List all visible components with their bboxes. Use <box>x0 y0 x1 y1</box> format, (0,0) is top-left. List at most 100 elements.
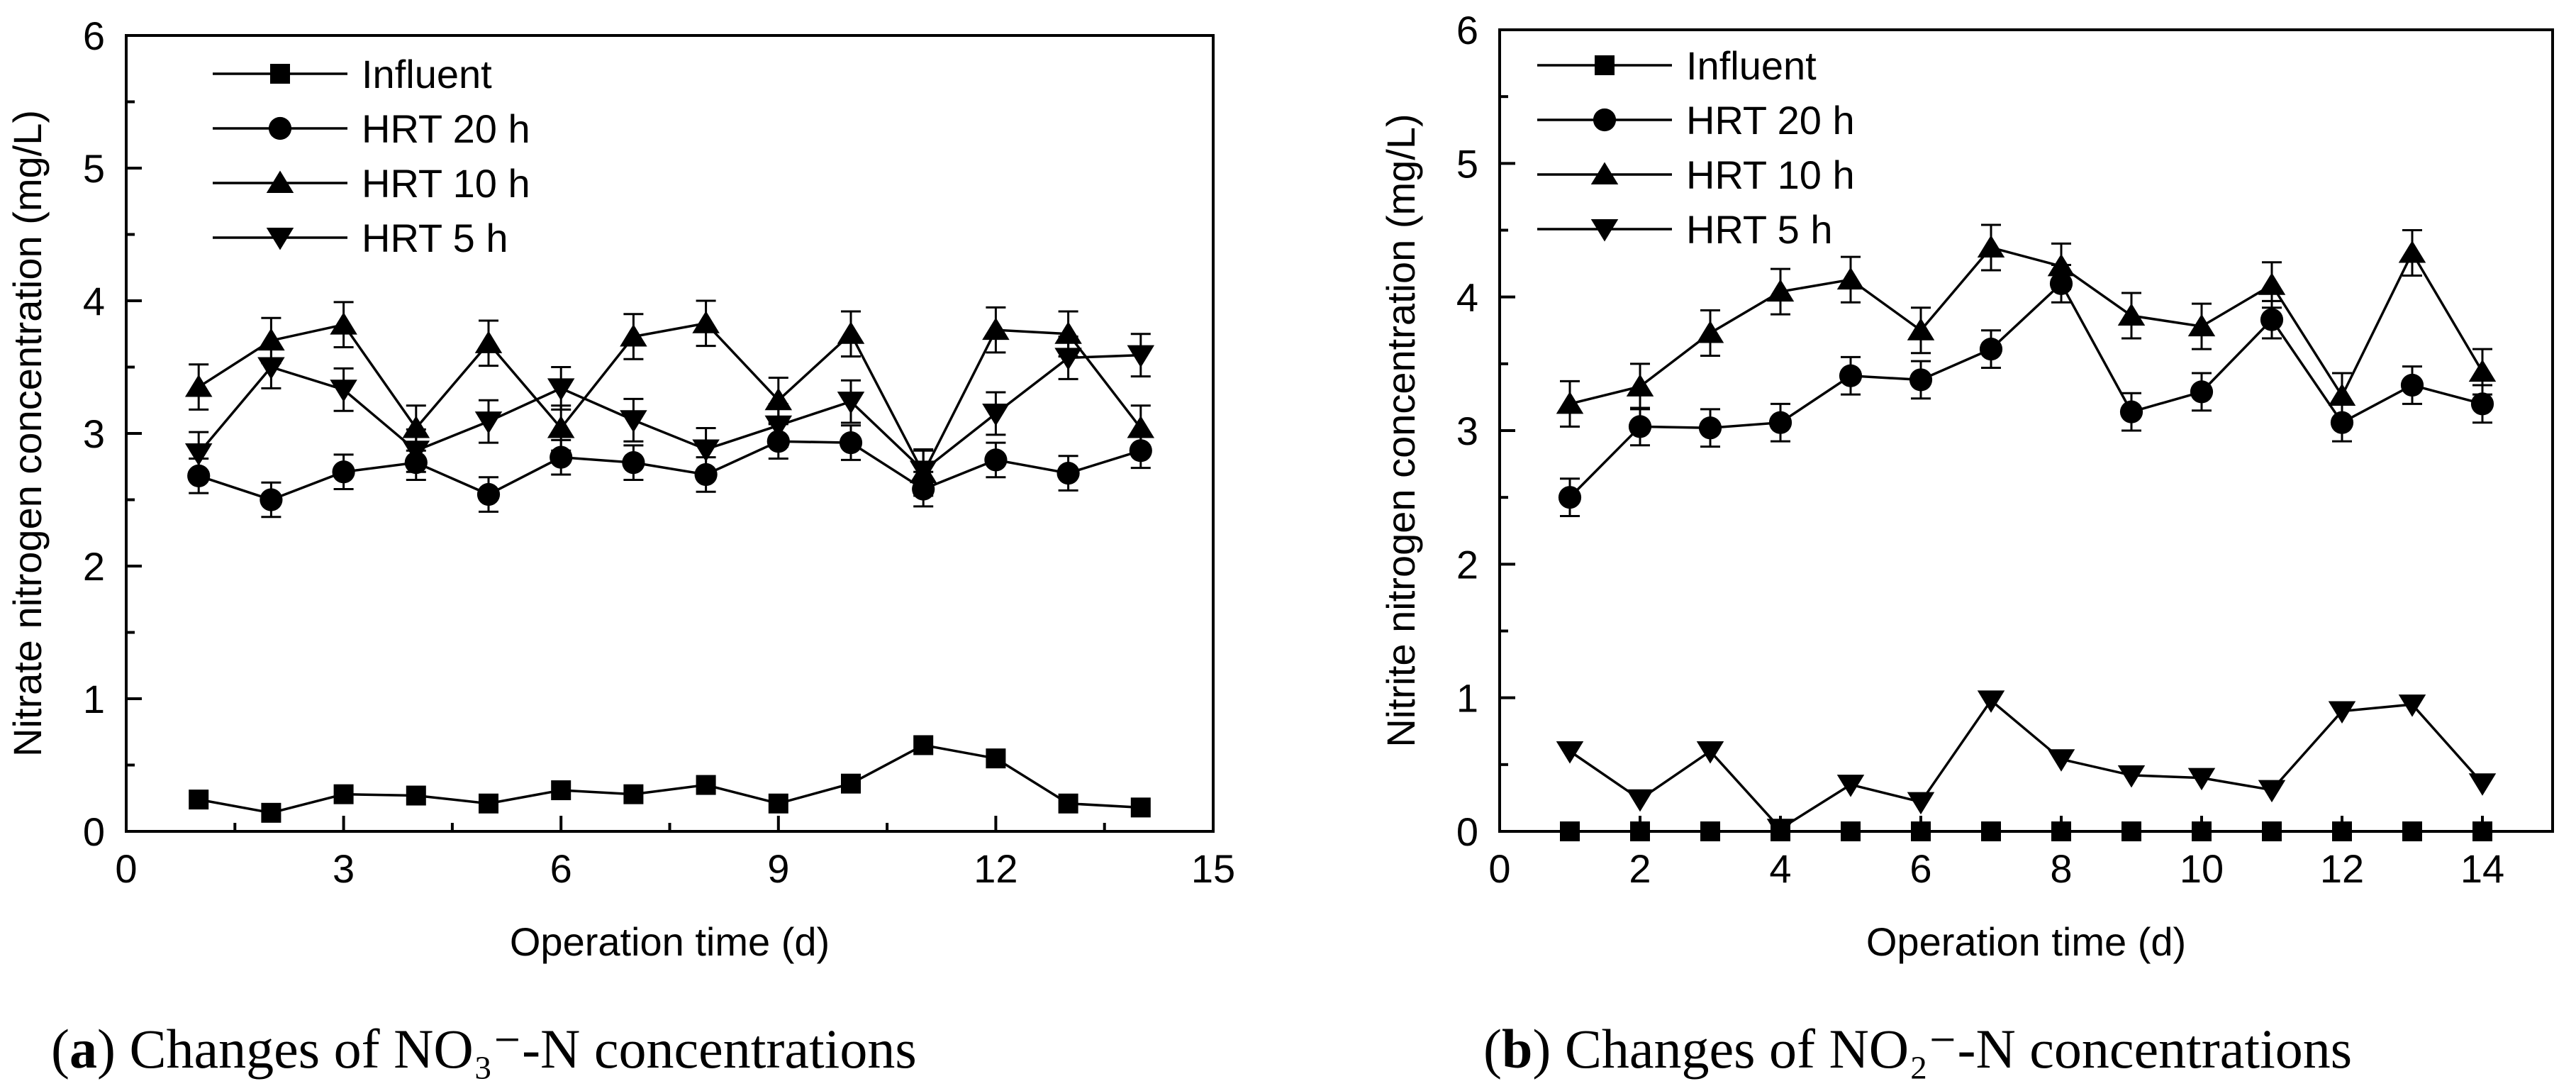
legend-label: HRT 10 h <box>362 161 530 206</box>
x-tick-label: 3 <box>333 846 355 891</box>
data-point <box>1054 321 1082 344</box>
data-point <box>984 448 1008 472</box>
legend-marker <box>1595 55 1615 75</box>
x-tick-label: 14 <box>2460 846 2504 891</box>
data-point <box>1127 416 1155 438</box>
data-point <box>2187 314 2216 337</box>
x-tick-label: 6 <box>550 846 572 891</box>
legend-label: HRT 5 h <box>362 216 508 260</box>
y-axis-label: Nitrate nitrogen concentration (mg/L) <box>5 110 50 757</box>
data-point <box>1979 338 2003 361</box>
data-point <box>2398 240 2426 263</box>
series-line <box>198 743 1141 814</box>
data-point <box>986 748 1006 769</box>
data-point <box>837 321 865 344</box>
data-point <box>2190 380 2214 404</box>
data-point <box>909 460 937 483</box>
data-point <box>2468 359 2497 382</box>
data-point <box>839 431 863 455</box>
x-tick-label: 12 <box>974 846 1017 891</box>
data-point <box>332 460 355 484</box>
y-tick-label: 3 <box>83 411 105 456</box>
legend-item: HRT 5 h <box>213 216 508 260</box>
data-point <box>2258 272 2286 295</box>
data-point <box>333 784 354 804</box>
data-point <box>547 378 575 401</box>
x-tick-label: 6 <box>1909 846 1931 891</box>
legend-marker <box>1590 162 1619 184</box>
x-tick-label: 8 <box>2050 846 2072 891</box>
data-point <box>474 411 503 434</box>
data-point <box>2398 694 2426 717</box>
legend-label: HRT 10 h <box>1686 153 1855 197</box>
data-point <box>1056 462 1080 485</box>
legend-label: Influent <box>362 52 492 96</box>
data-point <box>2262 821 2282 841</box>
data-point <box>1560 821 1580 841</box>
data-point <box>692 311 720 333</box>
x-tick-label: 12 <box>2320 846 2364 891</box>
y-tick-label: 1 <box>83 677 105 721</box>
data-point <box>2121 821 2141 841</box>
legend-marker <box>270 64 290 84</box>
y-tick-label: 0 <box>83 809 105 854</box>
series-hrt-5-h <box>184 333 1155 493</box>
data-point <box>623 784 644 804</box>
data-point <box>2051 821 2071 841</box>
legend-marker <box>1593 108 1617 132</box>
data-point <box>1907 318 1935 340</box>
data-point <box>696 775 716 795</box>
data-point <box>1981 821 2001 841</box>
data-point <box>2332 821 2352 841</box>
data-point <box>768 793 788 814</box>
series-line <box>198 440 1142 502</box>
caption-open-paren: ( <box>51 1018 69 1080</box>
data-point <box>547 416 575 438</box>
data-point <box>837 392 865 414</box>
data-point <box>694 463 718 487</box>
data-point <box>1058 793 1078 814</box>
data-point <box>1977 690 2005 713</box>
data-point <box>622 451 645 475</box>
legend-marker <box>266 170 294 193</box>
series-hrt-10-h <box>1556 223 2497 428</box>
panel-caption: (b) Changes of NO₂⁻-N concentrations <box>1483 1018 2352 1080</box>
y-tick-label: 0 <box>1456 809 1478 854</box>
data-point <box>1700 821 1720 841</box>
x-tick-label: 4 <box>1769 846 1791 891</box>
data-point <box>1841 821 1861 841</box>
data-point <box>184 375 213 397</box>
data-point <box>692 439 720 462</box>
x-axis-label: Operation time (d) <box>510 919 830 964</box>
data-point <box>476 482 501 506</box>
data-point <box>1911 821 1931 841</box>
x-tick-label: 10 <box>2180 846 2224 891</box>
data-point <box>2400 373 2424 397</box>
legend-label: HRT 20 h <box>362 106 530 151</box>
data-point <box>2047 749 2075 772</box>
legend-item: Influent <box>213 52 492 96</box>
data-point <box>1626 374 1654 397</box>
series-hrt-20-h <box>1558 263 2494 518</box>
data-point <box>2472 821 2492 841</box>
data-point <box>982 403 1010 426</box>
data-point <box>1766 819 1795 841</box>
legend-marker <box>268 116 292 140</box>
data-point <box>1836 267 1865 290</box>
data-point <box>1696 741 1724 764</box>
data-point <box>1836 775 1865 797</box>
data-point <box>764 415 793 438</box>
data-point <box>2187 768 2216 791</box>
data-point <box>402 416 430 438</box>
data-point <box>1558 486 1582 509</box>
series-line <box>198 321 1142 476</box>
caption-open-paren: ( <box>1483 1018 1502 1080</box>
data-point <box>2117 303 2146 326</box>
data-point <box>406 785 426 806</box>
data-point <box>2402 821 2422 841</box>
data-point <box>2047 253 2075 277</box>
data-point <box>1768 411 1792 434</box>
legend-marker <box>1590 219 1619 242</box>
y-tick-label: 4 <box>1456 275 1478 320</box>
